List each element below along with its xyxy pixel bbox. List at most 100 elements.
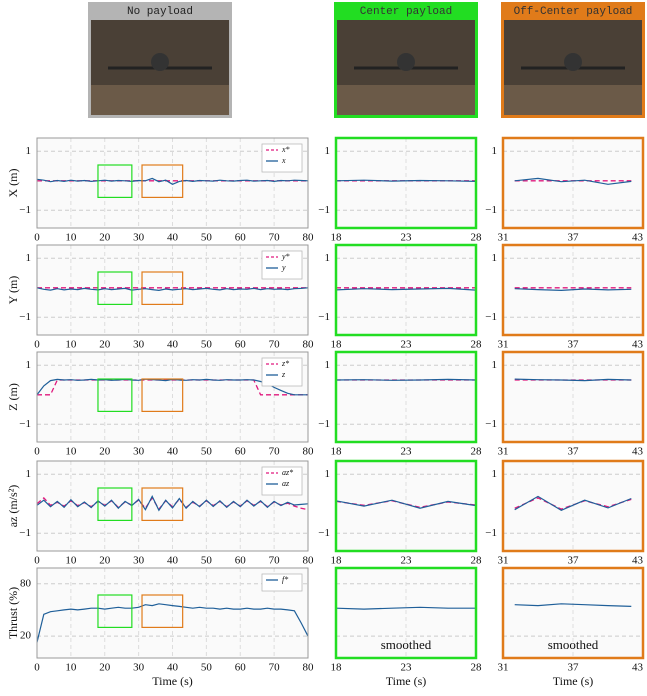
y-tick-label: −1 bbox=[19, 311, 31, 323]
annotation: smoothed bbox=[381, 637, 432, 652]
y-tick-label: −1 bbox=[485, 418, 497, 430]
x-tick-label: 23 bbox=[401, 662, 413, 674]
y-axis-label: Y (m) bbox=[6, 276, 20, 305]
y-tick-label: 1 bbox=[26, 359, 32, 371]
legend-label: y* bbox=[281, 252, 290, 261]
y-tick-label: 1 bbox=[325, 468, 331, 480]
y-axis-label: Z (m) bbox=[6, 383, 20, 411]
x-tick-label: 10 bbox=[65, 232, 77, 244]
x-tick-label: 28 bbox=[471, 446, 483, 458]
x-tick-label: 28 bbox=[471, 662, 483, 674]
x-tick-label: 40 bbox=[167, 446, 179, 458]
y-tick-label: 1 bbox=[492, 145, 498, 157]
x-tick-label: 60 bbox=[235, 555, 247, 567]
x-tick-label: 31 bbox=[498, 555, 509, 567]
x-axis-label: Time (s) bbox=[553, 674, 594, 688]
legend-label: az bbox=[282, 479, 290, 488]
x-tick-label: 40 bbox=[167, 232, 179, 244]
x-tick-label: 30 bbox=[133, 555, 145, 567]
x-tick-label: 30 bbox=[133, 339, 145, 351]
x-tick-label: 10 bbox=[65, 555, 77, 567]
legend-label: x* bbox=[281, 145, 290, 154]
y-axis-label: Thrust (%) bbox=[6, 587, 20, 639]
x-tick-label: 30 bbox=[133, 662, 145, 674]
x-tick-label: 18 bbox=[331, 662, 343, 674]
x-tick-label: 18 bbox=[331, 555, 343, 567]
x-tick-label: 0 bbox=[34, 339, 40, 351]
x-tick-label: 37 bbox=[568, 232, 580, 244]
x-tick-label: 80 bbox=[303, 232, 315, 244]
x-tick-label: 0 bbox=[34, 555, 40, 567]
x-tick-label: 31 bbox=[498, 232, 509, 244]
x-tick-label: 10 bbox=[65, 662, 77, 674]
x-tick-label: 30 bbox=[133, 232, 145, 244]
x-tick-label: 0 bbox=[34, 232, 40, 244]
x-tick-label: 10 bbox=[65, 339, 77, 351]
y-tick-label: −1 bbox=[485, 311, 497, 323]
x-tick-label: 70 bbox=[269, 662, 281, 674]
x-tick-label: 70 bbox=[269, 232, 281, 244]
y-tick-label: 20 bbox=[20, 630, 32, 642]
drone-body bbox=[151, 53, 169, 71]
y-tick-label: 1 bbox=[325, 359, 331, 371]
x-tick-label: 60 bbox=[235, 339, 247, 351]
photo-label: No payload bbox=[127, 6, 193, 18]
legend-label: y bbox=[281, 263, 286, 272]
x-tick-label: 50 bbox=[201, 555, 213, 567]
x-tick-label: 50 bbox=[201, 339, 213, 351]
y-tick-label: 1 bbox=[26, 252, 32, 264]
x-tick-label: 20 bbox=[99, 446, 111, 458]
y-tick-label: 1 bbox=[325, 252, 331, 264]
y-tick-label: 1 bbox=[26, 468, 32, 480]
legend-label: az* bbox=[282, 468, 293, 477]
photo-floor bbox=[337, 85, 475, 115]
x-tick-label: 60 bbox=[235, 446, 247, 458]
x-tick-label: 0 bbox=[34, 662, 40, 674]
x-axis-label: Time (s) bbox=[386, 674, 427, 688]
y-tick-label: −1 bbox=[318, 204, 330, 216]
x-tick-label: 50 bbox=[201, 446, 213, 458]
figure: No payloadCenter payloadOff-Center paylo… bbox=[0, 0, 647, 691]
y-tick-label: −1 bbox=[485, 204, 497, 216]
x-tick-label: 31 bbox=[498, 339, 509, 351]
x-tick-label: 80 bbox=[303, 662, 315, 674]
x-tick-label: 31 bbox=[498, 446, 509, 458]
x-tick-label: 70 bbox=[269, 339, 281, 351]
x-tick-label: 20 bbox=[99, 232, 111, 244]
x-tick-label: 70 bbox=[269, 555, 281, 567]
x-tick-label: 18 bbox=[331, 446, 343, 458]
x-tick-label: 70 bbox=[269, 446, 281, 458]
y-tick-label: −1 bbox=[318, 311, 330, 323]
x-tick-label: 43 bbox=[632, 446, 644, 458]
x-tick-label: 18 bbox=[331, 339, 343, 351]
y-tick-label: 1 bbox=[492, 252, 498, 264]
x-tick-label: 43 bbox=[632, 232, 644, 244]
x-tick-label: 30 bbox=[133, 446, 145, 458]
x-tick-label: 40 bbox=[167, 662, 179, 674]
x-axis-label: Time (s) bbox=[152, 674, 193, 688]
x-tick-label: 23 bbox=[401, 339, 413, 351]
y-tick-label: −1 bbox=[318, 527, 330, 539]
x-tick-label: 37 bbox=[568, 662, 580, 674]
y-tick-label: −1 bbox=[19, 527, 31, 539]
x-tick-label: 37 bbox=[568, 446, 580, 458]
y-tick-label: −1 bbox=[19, 204, 31, 216]
photo-label: Off-Center payload bbox=[514, 6, 633, 18]
x-tick-label: 31 bbox=[498, 662, 509, 674]
drone-body bbox=[564, 53, 582, 71]
x-tick-label: 28 bbox=[471, 232, 483, 244]
y-tick-label: 1 bbox=[26, 145, 32, 157]
x-tick-label: 80 bbox=[303, 555, 315, 567]
annotation: smoothed bbox=[548, 637, 599, 652]
x-tick-label: 0 bbox=[34, 446, 40, 458]
y-tick-label: −1 bbox=[485, 527, 497, 539]
y-tick-label: 1 bbox=[492, 468, 498, 480]
x-tick-label: 43 bbox=[632, 662, 644, 674]
legend-label: z* bbox=[281, 359, 289, 368]
x-tick-label: 60 bbox=[235, 232, 247, 244]
y-tick-label: 1 bbox=[325, 145, 331, 157]
photo-floor bbox=[504, 85, 642, 115]
y-axis-label: az (m/s²) bbox=[6, 485, 20, 528]
x-tick-label: 80 bbox=[303, 339, 315, 351]
x-tick-label: 28 bbox=[471, 555, 483, 567]
